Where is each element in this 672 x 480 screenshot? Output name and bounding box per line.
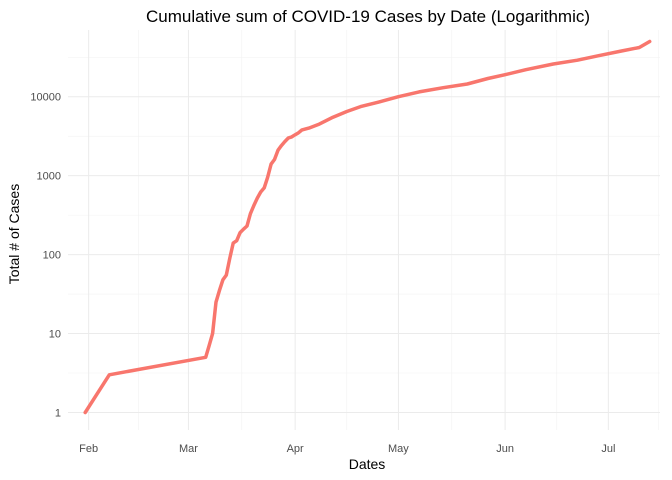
x-tick-label: Jul — [601, 443, 615, 455]
chart-title: Cumulative sum of COVID-19 Cases by Date… — [146, 7, 590, 26]
y-tick-label: 100 — [43, 250, 61, 262]
y-tick-label: 1000 — [37, 171, 61, 183]
y-tick-label: 1 — [55, 407, 61, 419]
x-tick-label: May — [388, 443, 409, 455]
x-tick-label: Jun — [496, 443, 514, 455]
x-tick-label: Apr — [287, 443, 304, 455]
x-tick-label: Mar — [179, 443, 198, 455]
grid — [68, 30, 660, 430]
y-tick-label: 10000 — [30, 92, 61, 104]
x-axis-title: Dates — [349, 456, 386, 472]
x-tick-label: Feb — [79, 443, 98, 455]
tick-labels: Feb Mar Apr May Jun Jul 1 10 100 1000 10000 — [30, 92, 615, 455]
y-tick-label: 10 — [49, 329, 61, 341]
series-line — [83, 39, 652, 415]
y-axis-title: Total # of Cases — [6, 184, 22, 284]
